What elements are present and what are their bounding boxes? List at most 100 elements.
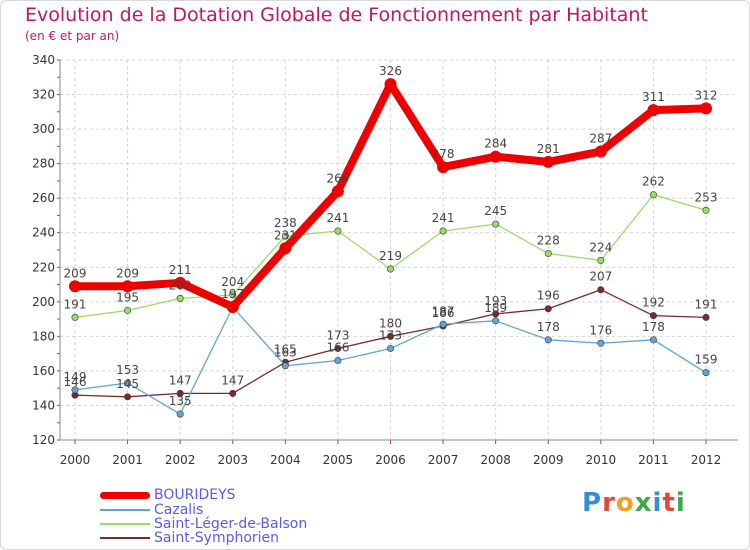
x-tick-label: 2010 — [586, 453, 617, 467]
data-point-cazalis — [597, 339, 605, 347]
logo-letter: i — [652, 488, 663, 518]
data-point-bourideys — [489, 150, 502, 163]
data-label-cazalis: 163 — [274, 346, 297, 360]
data-point-saint-l-ger-de-balson — [229, 291, 237, 299]
data-label-saint-symphorien: 146 — [64, 375, 87, 389]
legend-item-cazalis: Cazalis — [100, 502, 204, 518]
data-label-saint-l-ger-de-balson: 245 — [484, 204, 507, 218]
legend-label-cazalis: Cazalis — [154, 502, 204, 518]
data-point-bourideys — [437, 161, 450, 174]
data-label-bourideys: 284 — [484, 137, 507, 151]
data-label-cazalis: 149 — [64, 370, 87, 384]
chart-subtitle: (en € et par an) — [25, 29, 120, 43]
data-point-saint-l-ger-de-balson — [439, 227, 447, 235]
data-label-cazalis: 159 — [695, 353, 718, 367]
data-point-cazalis — [176, 410, 184, 418]
y-tick-label: 320 — [32, 88, 55, 102]
y-tick-label: 240 — [32, 226, 55, 240]
x-tick-label: 2003 — [217, 453, 248, 467]
logo-letter: r — [602, 488, 616, 518]
data-point-saint-symphorien — [176, 389, 184, 397]
y-tick-label: 280 — [32, 157, 55, 171]
data-point-bourideys — [226, 301, 239, 313]
data-label-cazalis: 187 — [432, 304, 455, 318]
data-point-cazalis — [386, 344, 394, 352]
legend-label-saint-symphorien: Saint-Symphorien — [154, 530, 280, 546]
data-label-cazalis: 178 — [537, 320, 560, 334]
x-tick-label: 2008 — [480, 453, 511, 467]
data-point-saint-l-ger-de-balson — [124, 306, 132, 314]
data-point-cazalis — [281, 362, 289, 370]
data-point-saint-symphorien — [229, 389, 237, 397]
data-point-bourideys — [69, 280, 81, 293]
data-label-saint-symphorien: 180 — [379, 316, 402, 330]
data-label-saint-l-ger-de-balson: 191 — [64, 297, 87, 311]
data-label-saint-l-ger-de-balson: 228 — [537, 233, 560, 247]
y-tick-label: 260 — [32, 191, 55, 205]
plot-area — [60, 60, 738, 440]
data-label-saint-symphorien: 173 — [326, 328, 349, 342]
data-label-saint-symphorien: 186 — [432, 306, 455, 320]
data-label-saint-l-ger-de-balson: 238 — [274, 216, 297, 230]
data-point-saint-l-ger-de-balson — [702, 206, 710, 214]
data-label-bourideys: 326 — [379, 64, 402, 78]
data-point-cazalis — [439, 320, 447, 328]
data-point-saint-symphorien — [702, 313, 710, 321]
legend-swatch-saint-leger — [100, 523, 150, 525]
legend-item-saint-symphorien: Saint-Symphorien — [100, 530, 280, 546]
data-label-cazalis: 189 — [484, 301, 507, 315]
data-label-saint-symphorien: 147 — [169, 373, 192, 387]
x-tick-label: 2000 — [60, 453, 91, 467]
data-label-saint-l-ger-de-balson: 202 — [169, 278, 192, 292]
data-label-saint-l-ger-de-balson: 241 — [326, 211, 349, 225]
data-point-saint-symphorien — [544, 305, 552, 313]
data-point-saint-l-ger-de-balson — [597, 256, 605, 264]
data-point-saint-l-ger-de-balson — [386, 265, 394, 273]
data-label-saint-l-ger-de-balson: 224 — [589, 240, 612, 254]
data-point-bourideys — [542, 155, 555, 168]
data-label-saint-l-ger-de-balson: 253 — [695, 190, 718, 204]
data-label-bourideys: 311 — [642, 90, 665, 104]
data-point-saint-symphorien — [492, 310, 500, 318]
x-tick-label: 2005 — [323, 453, 354, 467]
data-label-saint-symphorien: 207 — [589, 270, 612, 284]
data-label-cazalis: 197 — [221, 287, 244, 301]
data-point-saint-l-ger-de-balson — [649, 191, 657, 199]
y-tick-label: 300 — [32, 122, 55, 136]
x-tick-label: 2001 — [112, 453, 143, 467]
data-label-bourideys: 211 — [169, 263, 192, 277]
data-label-bourideys: 264 — [326, 171, 349, 185]
y-tick-label: 180 — [32, 329, 55, 343]
y-tick-label: 340 — [32, 53, 55, 67]
y-tick-label: 200 — [32, 295, 55, 309]
data-point-cazalis — [124, 379, 132, 387]
data-point-bourideys — [331, 185, 344, 198]
data-point-saint-l-ger-de-balson — [71, 313, 79, 321]
data-point-cazalis — [544, 336, 552, 344]
data-point-saint-l-ger-de-balson — [176, 294, 184, 302]
data-point-cazalis — [649, 336, 657, 344]
legend-label-saint-leger: Saint-Léger-de-Balson — [154, 516, 308, 532]
data-point-cazalis — [492, 317, 500, 325]
data-point-cazalis — [334, 357, 342, 365]
data-label-bourideys: 209 — [64, 266, 87, 280]
y-tick-label: 220 — [32, 260, 55, 274]
x-tick-label: 2011 — [638, 453, 669, 467]
data-label-saint-l-ger-de-balson: 195 — [116, 290, 139, 304]
data-label-saint-symphorien: 145 — [116, 377, 139, 391]
chart-title: Evolution de la Dotation Globale de Fonc… — [25, 4, 648, 26]
data-point-bourideys — [174, 276, 187, 289]
data-point-bourideys — [594, 145, 607, 158]
legend-swatch-bourideys — [100, 491, 150, 499]
data-label-cazalis: 153 — [116, 363, 139, 377]
data-point-saint-symphorien — [649, 312, 657, 320]
data-label-saint-l-ger-de-balson: 219 — [379, 249, 402, 263]
data-label-saint-symphorien: 196 — [537, 289, 560, 303]
data-point-bourideys — [647, 104, 660, 117]
data-point-saint-symphorien — [334, 344, 342, 352]
data-label-saint-l-ger-de-balson: 262 — [642, 175, 665, 189]
logo-letter: t — [662, 488, 676, 518]
legend-swatch-cazalis — [100, 509, 150, 511]
legend-item-saint-leger: Saint-Léger-de-Balson — [100, 516, 308, 532]
